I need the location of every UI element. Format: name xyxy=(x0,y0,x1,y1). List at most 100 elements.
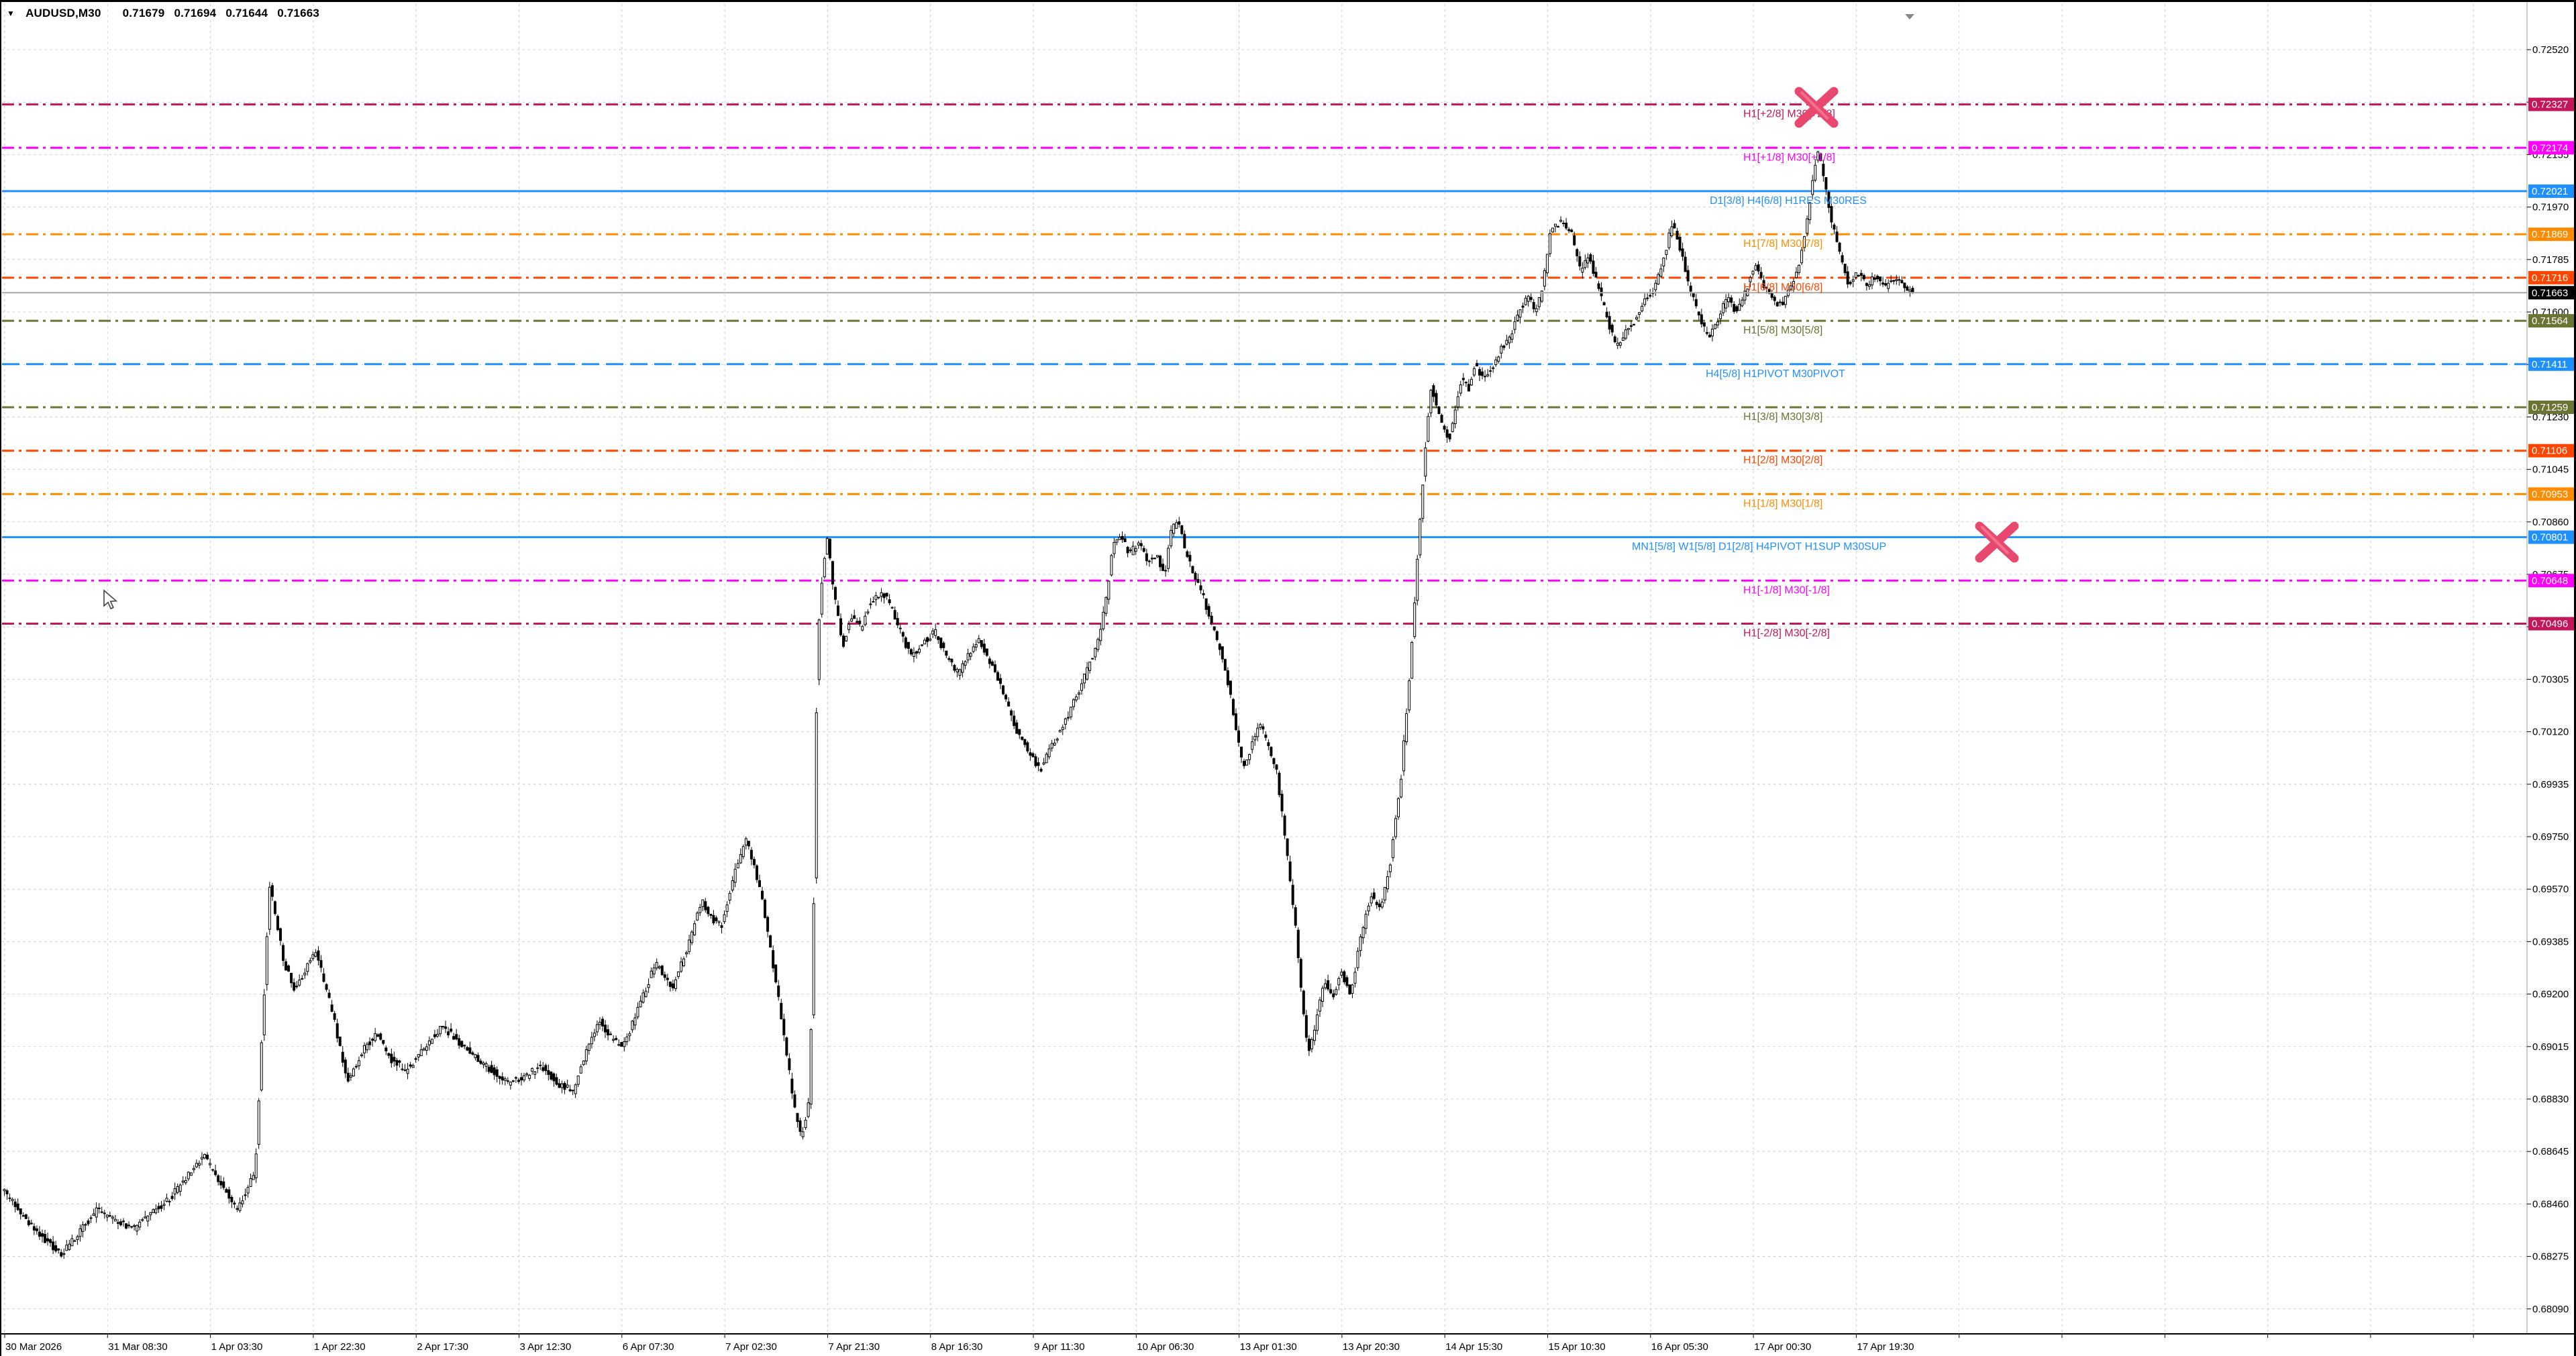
price-tags: 0.72327 0.72174 0.72021 0.71869 0.71716 0.715… xyxy=(2528,97,2575,631)
price-tag xyxy=(2528,184,2575,198)
price-tag xyxy=(2528,270,2575,284)
time-tick-label: 17 Apr 00:30 xyxy=(1754,1341,1811,1353)
level-label: H1[5/8] M30[5/8] xyxy=(1743,325,1822,336)
price-tick-label: 0.70120 xyxy=(2532,727,2569,738)
price-tag-label: 0.70648 xyxy=(2532,575,2568,586)
time-tick-label: 30 Mar 2026 xyxy=(5,1341,62,1353)
mouse-cursor xyxy=(103,589,118,610)
level-label: H1[3/8] M30[3/8] xyxy=(1743,411,1822,423)
level-label: H1[6/8] M30[6/8] xyxy=(1743,282,1822,293)
price-tag-label: 0.71106 xyxy=(2532,446,2567,457)
price-tag xyxy=(2528,617,2575,631)
time-tick-label: 13 Apr 01:30 xyxy=(1240,1341,1297,1353)
price-tick-label: 0.68275 xyxy=(2532,1251,2569,1263)
time-tick-label: 31 Mar 08:30 xyxy=(108,1341,167,1353)
price-tick-label: 0.71045 xyxy=(2532,464,2569,476)
price-tick-label: 0.69935 xyxy=(2532,779,2569,790)
time-tick-label: 17 Apr 19:30 xyxy=(1857,1341,1914,1353)
time-tick-label: 10 Apr 06:30 xyxy=(1137,1341,1194,1353)
level-lines[interactable] xyxy=(2,103,2527,625)
price-tick-label: 0.68830 xyxy=(2532,1094,2569,1105)
price-tag-label: 0.70801 xyxy=(2532,532,2568,543)
price-tag-label: 0.72021 xyxy=(2532,186,2568,197)
price-axis[interactable]: 0.725200.723400.721550.719700.717850.716… xyxy=(2526,2,2576,1356)
level-label: H1[-2/8] M30[-2/8] xyxy=(1743,628,1830,639)
price-tag-label: 0.71259 xyxy=(2532,402,2568,413)
price-tick-label: 0.68460 xyxy=(2532,1198,2569,1210)
level-label: MN1[5/8] W1[5/8] D1[2/8] H4PIVOT H1SUP M… xyxy=(1632,541,1886,553)
price-tick-label: 0.68090 xyxy=(2532,1304,2569,1315)
level-label: H4[5/8] H1PIVOT M30PIVOT xyxy=(1706,368,1845,380)
price-tag-label: 0.71869 xyxy=(2532,229,2568,240)
candles xyxy=(3,150,1914,1259)
price-tag-label: 0.71564 xyxy=(2532,315,2568,327)
price-tick-label: 0.70305 xyxy=(2532,674,2569,685)
quote-header: ▼ AUDUSD,M30 0.71679 0.71694 0.71644 0.7… xyxy=(7,7,319,20)
level-label: H1[1/8] M30[1/8] xyxy=(1743,498,1822,509)
price-tag xyxy=(2528,357,2575,371)
price-tick-label: 0.69015 xyxy=(2532,1041,2569,1053)
time-tick-label: 6 Apr 07:30 xyxy=(623,1341,674,1353)
time-tick-label: 15 Apr 10:30 xyxy=(1549,1341,1606,1353)
price-tag-label: 0.70496 xyxy=(2532,619,2568,630)
symbol-dropdown-icon[interactable]: ▼ xyxy=(7,9,15,18)
price-tag-label: 0.72174 xyxy=(2532,142,2568,154)
level-label: H1[2/8] M30[2/8] xyxy=(1743,455,1822,466)
price-tag xyxy=(2528,401,2575,415)
price-tag-label: 0.71716 xyxy=(2532,272,2568,284)
quote-high: 0.71694 xyxy=(174,7,217,19)
symbol-period: AUDUSD,M30 xyxy=(25,7,101,19)
quote-low: 0.71644 xyxy=(225,7,268,19)
level-label: H1[+1/8] M30[+1/8] xyxy=(1743,152,1835,163)
price-tick-label: 0.71970 xyxy=(2532,202,2569,213)
price-tag xyxy=(2528,530,2575,544)
price-tag-label: 0.71663 xyxy=(2532,287,2568,299)
level-label: H1[7/8] M30[7/8] xyxy=(1743,238,1822,250)
time-tick-label: 9 Apr 11:30 xyxy=(1034,1341,1085,1353)
time-tick-label: 1 Apr 22:30 xyxy=(314,1341,366,1353)
time-tick-label: 14 Apr 15:30 xyxy=(1445,1341,1502,1353)
price-tag xyxy=(2528,286,2575,300)
price-tag xyxy=(2528,444,2575,458)
time-tick-label: 2 Apr 17:30 xyxy=(417,1341,468,1353)
time-tick-label: 16 Apr 05:30 xyxy=(1651,1341,1708,1353)
time-tick-label: 3 Apr 12:30 xyxy=(520,1341,572,1353)
price-tick-label: 0.69750 xyxy=(2532,831,2569,843)
chart-shift-marker-icon xyxy=(1905,14,1914,19)
price-tick-label: 0.72520 xyxy=(2532,44,2569,56)
x-mark-highlight xyxy=(1981,526,2009,554)
price-tag xyxy=(2528,487,2575,501)
price-tag xyxy=(2528,97,2575,111)
price-tick-label: 0.70860 xyxy=(2532,517,2569,528)
price-tag xyxy=(2528,314,2575,328)
time-tick-label: 1 Apr 03:30 xyxy=(211,1341,263,1353)
time-tick-label: 13 Apr 20:30 xyxy=(1343,1341,1400,1353)
price-tag-label: 0.70953 xyxy=(2532,488,2568,500)
price-tick-label: 0.69200 xyxy=(2532,989,2569,1000)
level-label: H1[-1/8] M30[-1/8] xyxy=(1743,584,1830,596)
price-tag-label: 0.71411 xyxy=(2532,359,2567,370)
price-tag xyxy=(2528,574,2575,588)
price-tag xyxy=(2528,141,2575,155)
time-axis[interactable]: 30 Mar 2026 31 Mar 08:30 1 Apr 03:30 1 Apr … xyxy=(0,1333,2576,1356)
quote-open: 0.71679 xyxy=(122,7,165,19)
price-tag-label: 0.72327 xyxy=(2532,99,2568,111)
price-tick-label: 0.69570 xyxy=(2532,884,2569,895)
x-marks[interactable] xyxy=(1794,87,2019,563)
time-tick-label: 7 Apr 21:30 xyxy=(828,1341,880,1353)
time-tick-label: 7 Apr 02:30 xyxy=(725,1341,777,1353)
price-tag xyxy=(2528,227,2575,242)
price-tick-label: 0.71230 xyxy=(2532,411,2569,423)
level-labels: H1[+2/8] M30[+2/8]H1[+1/8] M30[+1/8]D1[3… xyxy=(1632,109,1886,639)
quote-close: 0.71663 xyxy=(277,7,320,19)
time-tick-label: 8 Apr 16:30 xyxy=(931,1341,983,1353)
x-mark-highlight xyxy=(1800,91,1828,119)
price-tick-label: 0.71785 xyxy=(2532,254,2569,266)
price-tick-label: 0.68645 xyxy=(2532,1146,2569,1157)
price-tick-label: 0.69385 xyxy=(2532,936,2569,947)
level-label: D1[3/8] H4[6/8] H1RES M30RES xyxy=(1710,195,1867,207)
grid xyxy=(2,4,2527,1334)
